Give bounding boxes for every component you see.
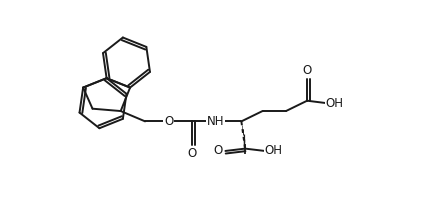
- Text: O: O: [214, 145, 223, 157]
- Text: OH: OH: [325, 97, 343, 110]
- Text: O: O: [164, 115, 173, 128]
- Text: NH: NH: [207, 115, 224, 128]
- Text: O: O: [187, 147, 197, 160]
- Text: OH: OH: [264, 145, 282, 157]
- Text: O: O: [302, 64, 312, 77]
